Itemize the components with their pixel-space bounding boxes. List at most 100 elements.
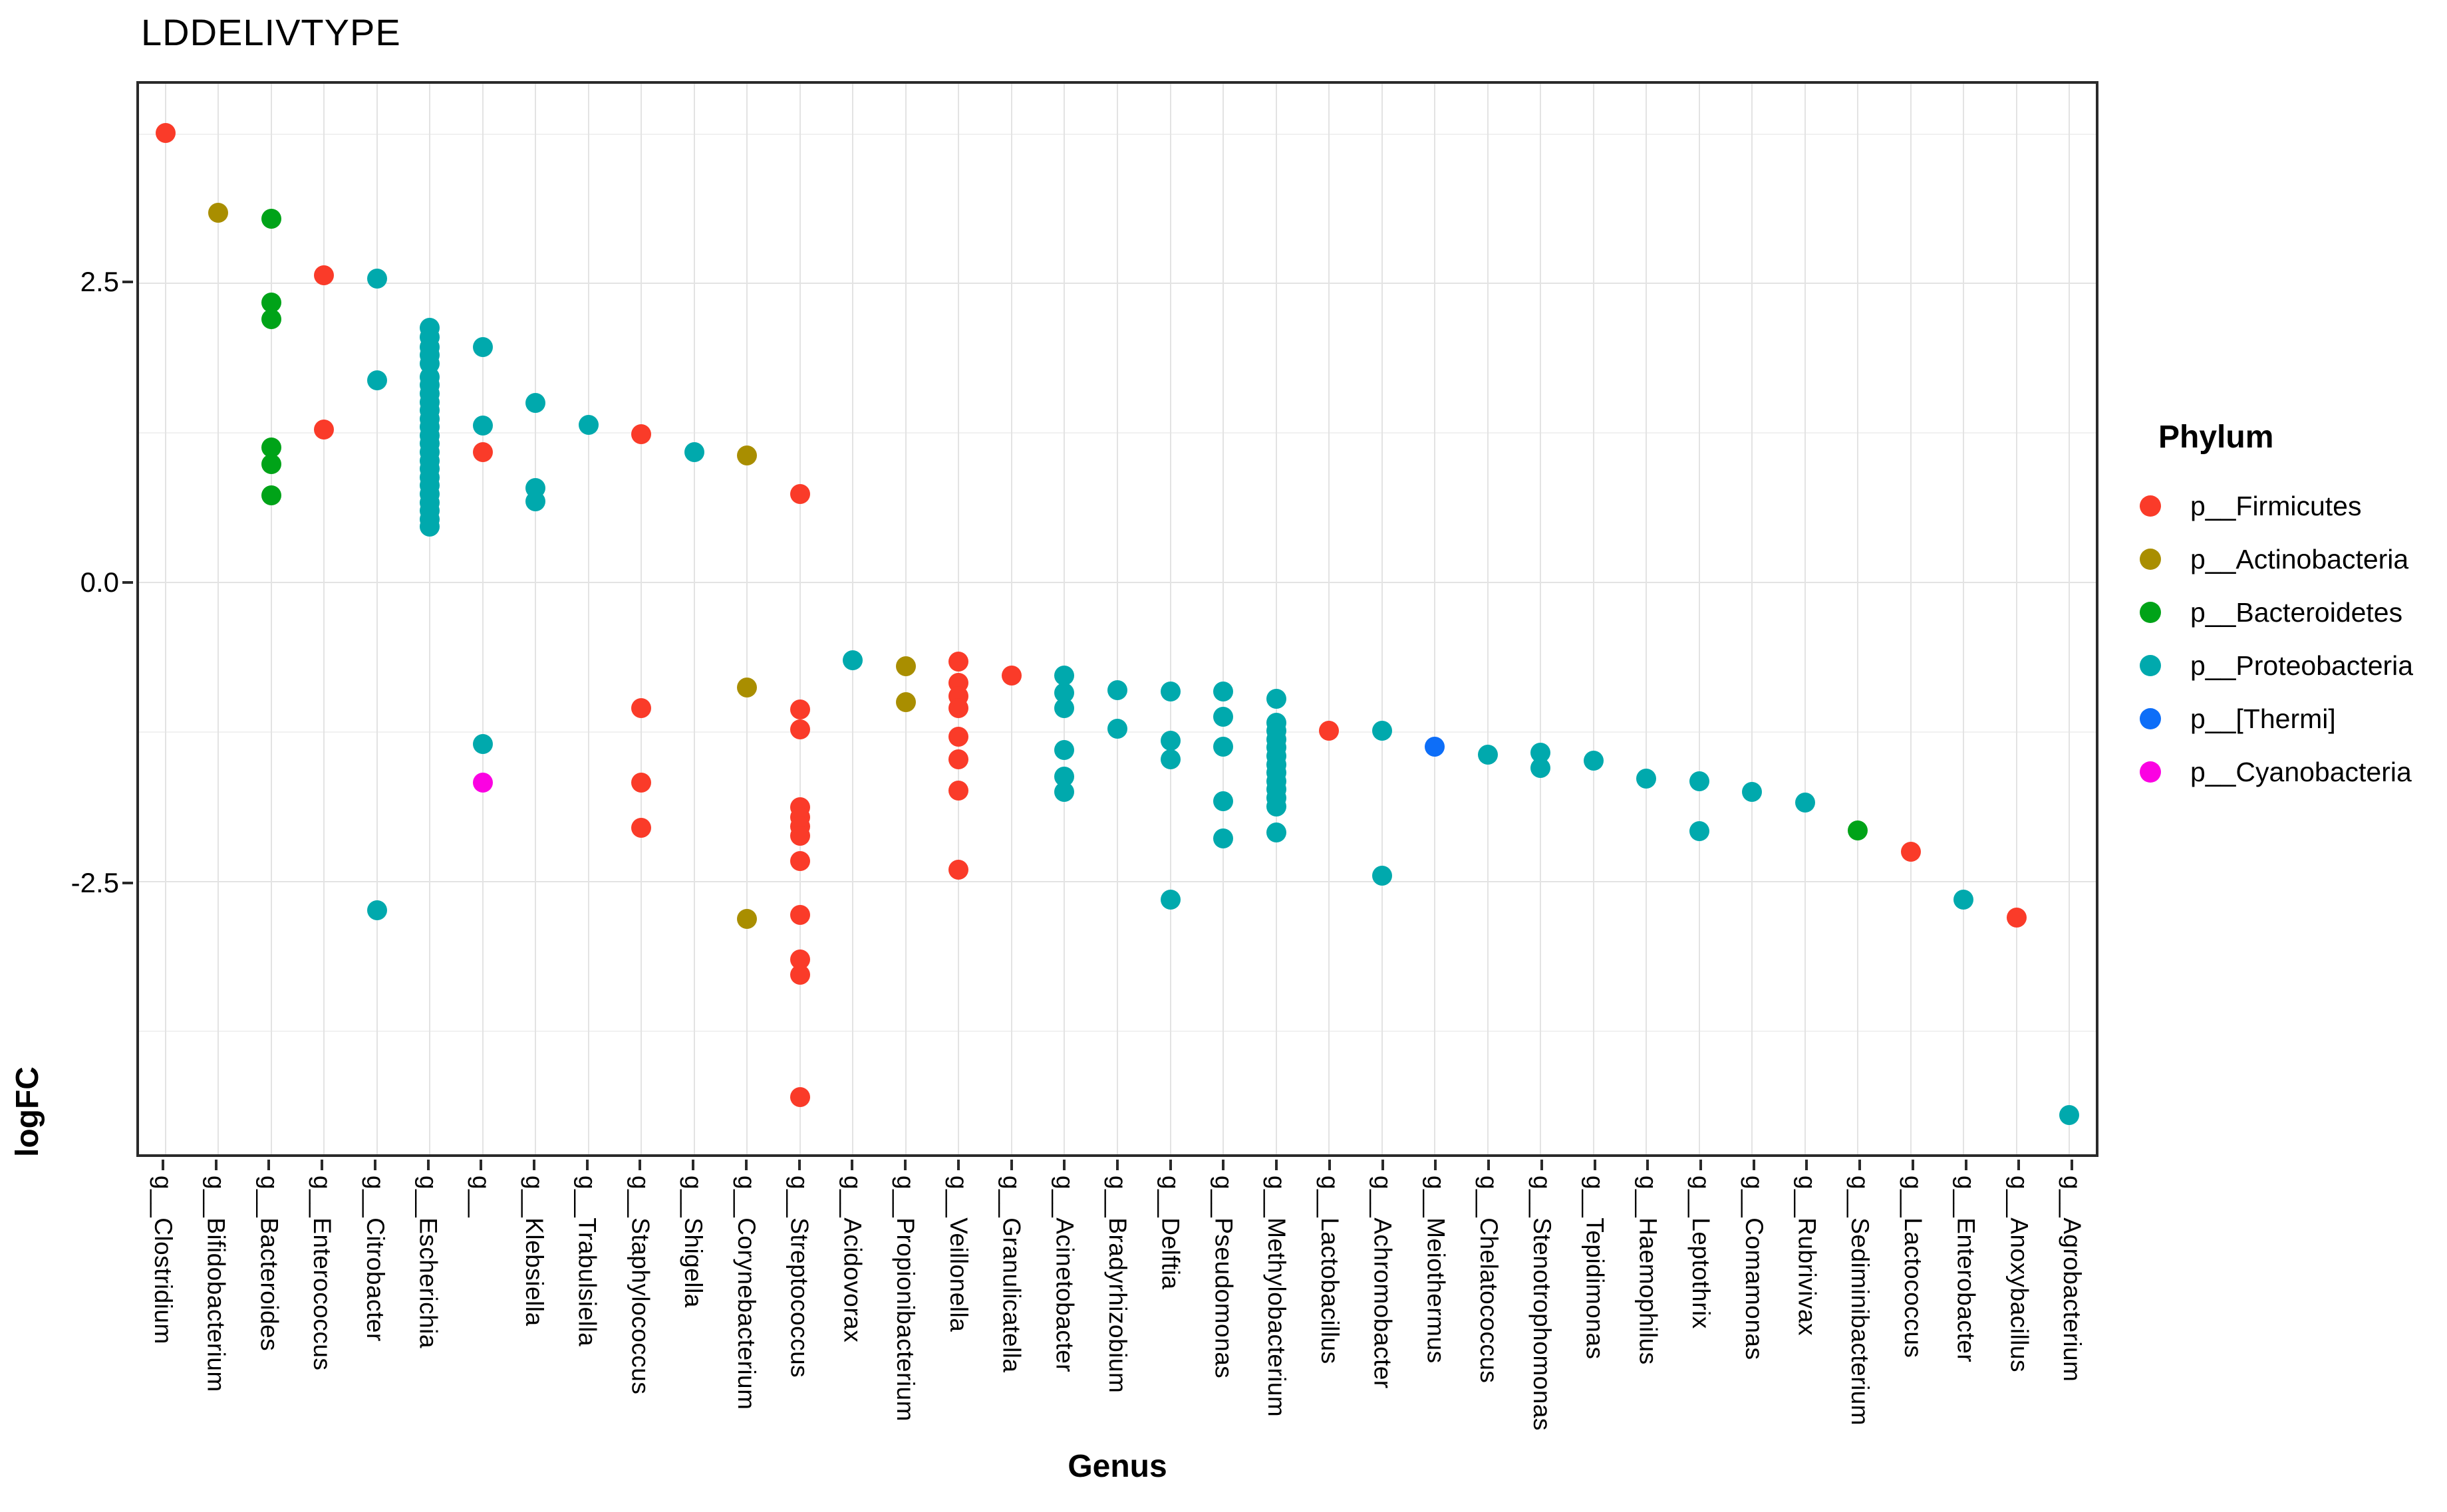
data-point xyxy=(790,826,810,846)
x-tick-mark xyxy=(1275,1160,1278,1170)
data-point xyxy=(1795,793,1815,813)
x-tick-label: g__Anoxybacillus xyxy=(2005,1176,2033,1372)
data-point xyxy=(261,293,281,313)
data-point xyxy=(155,122,176,143)
x-tick-mark xyxy=(373,1160,376,1170)
data-point xyxy=(261,437,281,457)
x-tick-mark xyxy=(1222,1160,1225,1170)
x-tick-label: g__Veillonella xyxy=(944,1176,972,1332)
legend-item: p__[Thermi] xyxy=(2132,692,2444,745)
x-tick-mark xyxy=(1752,1160,1755,1170)
data-point xyxy=(1160,730,1181,751)
data-point xyxy=(1900,841,1921,862)
x-tick-mark xyxy=(2071,1160,2074,1170)
x-tick-label: g__Escherichia xyxy=(414,1176,442,1348)
x-tick-mark xyxy=(1487,1160,1491,1170)
data-point xyxy=(1689,771,1709,791)
legend-swatch-icon xyxy=(2140,708,2161,729)
data-point xyxy=(790,719,810,740)
x-tick-mark xyxy=(1010,1160,1013,1170)
data-point xyxy=(1689,821,1709,842)
gridline-v xyxy=(1804,84,1806,1154)
x-tick-label: g__Granulicatella xyxy=(998,1176,1026,1373)
data-point xyxy=(261,485,281,505)
x-tick-label: g__Lactobacillus xyxy=(1316,1176,1344,1364)
legend-item: p__Firmicutes xyxy=(2132,479,2444,533)
y-tick-mark xyxy=(122,881,133,884)
data-point xyxy=(1266,688,1286,709)
x-tick-mark xyxy=(1116,1160,1119,1170)
y-tick-label: 2.5 xyxy=(80,265,119,297)
data-point xyxy=(1213,791,1234,812)
gridline-v xyxy=(482,84,484,1154)
x-tick-label: g__Lactococcus xyxy=(1899,1176,1927,1358)
x-tick-label: g__Corynebacterium xyxy=(732,1176,760,1410)
x-tick-mark xyxy=(1381,1160,1384,1170)
gridline-v xyxy=(1698,84,1700,1154)
data-point xyxy=(895,692,916,713)
x-tick-label: g__Tepidimonas xyxy=(1581,1176,1609,1360)
gridline-v xyxy=(1275,84,1277,1154)
data-point xyxy=(2006,907,2027,928)
x-tick-label: g__Bradyrhizobium xyxy=(1104,1176,1131,1394)
legend-label: p__Actinobacteria xyxy=(2190,543,2409,574)
legend-swatch-icon xyxy=(2140,761,2161,783)
legend-label: p__Cyanobacteria xyxy=(2190,756,2412,787)
gridline-v xyxy=(1751,84,1753,1154)
x-tick-mark xyxy=(639,1160,642,1170)
data-point xyxy=(1742,781,1763,802)
data-point xyxy=(314,419,335,440)
legend: Phylum p__Firmicutes p__Actinobacteria p__… xyxy=(2132,419,2444,799)
legend-swatch-icon xyxy=(2140,655,2161,676)
data-point xyxy=(790,965,810,985)
data-point xyxy=(737,678,758,698)
data-point xyxy=(1477,745,1498,765)
data-point xyxy=(948,859,969,880)
x-tick-mark xyxy=(851,1160,854,1170)
x-tick-label: g__Bacteroides xyxy=(255,1176,283,1352)
gridline-v xyxy=(2015,84,2017,1154)
data-point xyxy=(1425,736,1445,757)
gridline-v xyxy=(1064,84,1066,1154)
x-tick-label: g__Shigella xyxy=(680,1176,708,1308)
data-point xyxy=(1001,666,1022,686)
x-tick-label: g__Achromobacter xyxy=(1369,1176,1397,1389)
y-tick-label: -2.5 xyxy=(71,866,119,898)
gridline-v xyxy=(1381,84,1383,1154)
data-point xyxy=(578,414,599,435)
legend-swatch-icon xyxy=(2140,549,2161,570)
data-point xyxy=(737,445,758,466)
data-point xyxy=(1107,680,1127,701)
data-point xyxy=(1213,681,1234,701)
x-tick-label: g__Enterococcus xyxy=(309,1176,337,1371)
gridline-v xyxy=(164,84,166,1154)
legend-swatch-icon xyxy=(2140,495,2161,517)
data-point xyxy=(420,516,440,537)
data-point xyxy=(790,905,810,926)
x-tick-mark xyxy=(1540,1160,1543,1170)
data-point xyxy=(1848,820,1868,840)
data-point xyxy=(1054,739,1075,760)
x-tick-label: g__Meiothermus xyxy=(1422,1176,1450,1364)
data-point xyxy=(366,370,387,391)
gridline-v xyxy=(429,84,431,1154)
data-point xyxy=(525,491,546,511)
gridline-v xyxy=(1857,84,1859,1154)
data-point xyxy=(208,203,229,223)
data-point xyxy=(2059,1104,2080,1125)
data-point xyxy=(1371,865,1392,886)
y-tick-label: 0.0 xyxy=(80,566,119,598)
gridline-v xyxy=(905,84,907,1154)
x-tick-label: g__Agrobacterium xyxy=(2059,1176,2087,1382)
gridline-v xyxy=(1646,84,1648,1154)
data-point xyxy=(366,269,387,289)
data-point xyxy=(1583,751,1604,771)
x-tick-label: g__ xyxy=(468,1176,496,1218)
x-tick-mark xyxy=(480,1160,483,1170)
x-tick-label: g__Methylobacterium xyxy=(1263,1176,1291,1418)
x-tick-mark xyxy=(1328,1160,1331,1170)
gridline-v xyxy=(1117,84,1118,1154)
data-point xyxy=(1160,889,1181,910)
gridline-v xyxy=(1487,84,1489,1154)
data-point xyxy=(314,265,335,285)
